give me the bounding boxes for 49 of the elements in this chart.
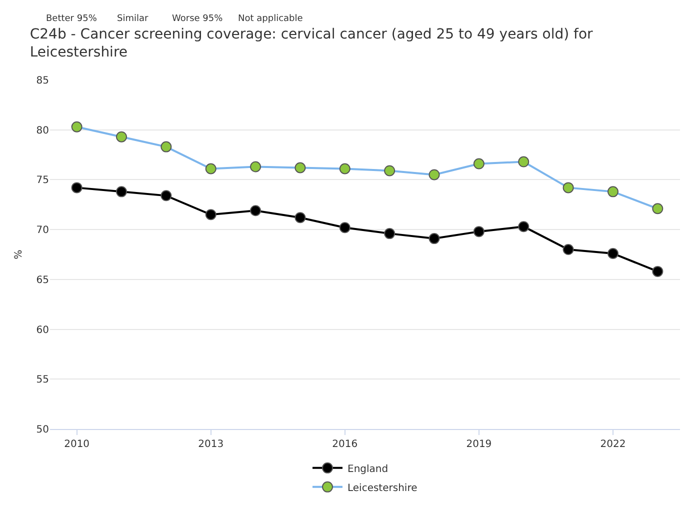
point — [160, 141, 172, 152]
point — [652, 203, 664, 214]
point — [518, 221, 530, 232]
point — [116, 131, 127, 142]
point — [562, 182, 574, 194]
point — [607, 186, 618, 198]
y-tick-label: 60 — [36, 324, 49, 336]
legend-label: England — [348, 464, 388, 475]
point — [294, 162, 306, 174]
point — [428, 169, 440, 180]
point — [339, 163, 350, 174]
x-tick-label: 2019 — [466, 439, 492, 450]
point — [339, 222, 350, 234]
x-tick-label: 2013 — [198, 439, 224, 450]
point — [384, 228, 396, 240]
point — [205, 163, 216, 174]
point — [607, 248, 618, 259]
point — [71, 121, 82, 132]
y-tick-label: 80 — [36, 125, 49, 136]
point — [160, 190, 172, 202]
point — [473, 158, 484, 170]
chart-title: C24b - Cancer screening coverage: cervical cancer (aged 25 to 49 years old) for Leicestershire — [30, 26, 594, 61]
y-tick-label: 75 — [36, 175, 49, 186]
point — [294, 212, 306, 224]
point — [205, 209, 216, 220]
y-axis-title: % — [13, 250, 24, 260]
point — [473, 226, 484, 238]
point — [250, 161, 262, 172]
point — [518, 156, 530, 168]
x-tick-label: 2022 — [600, 439, 626, 450]
y-tick-label: 65 — [36, 274, 49, 286]
legend-label: Leicestershire — [348, 482, 418, 494]
point — [71, 182, 82, 194]
point — [116, 186, 127, 198]
point — [384, 165, 396, 176]
text: Similar — [117, 14, 148, 24]
text: Better 95% — [46, 14, 98, 24]
x-tick-label: 2016 — [332, 439, 358, 450]
point — [250, 205, 262, 216]
x-tick-label: 2010 — [64, 439, 90, 450]
point — [652, 266, 664, 277]
text: Not applicable — [238, 14, 304, 24]
y-tick-label: 70 — [36, 225, 49, 236]
y-tick-label: 85 — [36, 76, 49, 86]
y-tick-label: 50 — [36, 424, 49, 436]
point — [428, 233, 440, 244]
y-tick-label: 55 — [36, 374, 49, 386]
text: Worse 95% — [172, 14, 224, 24]
point — [562, 244, 574, 256]
